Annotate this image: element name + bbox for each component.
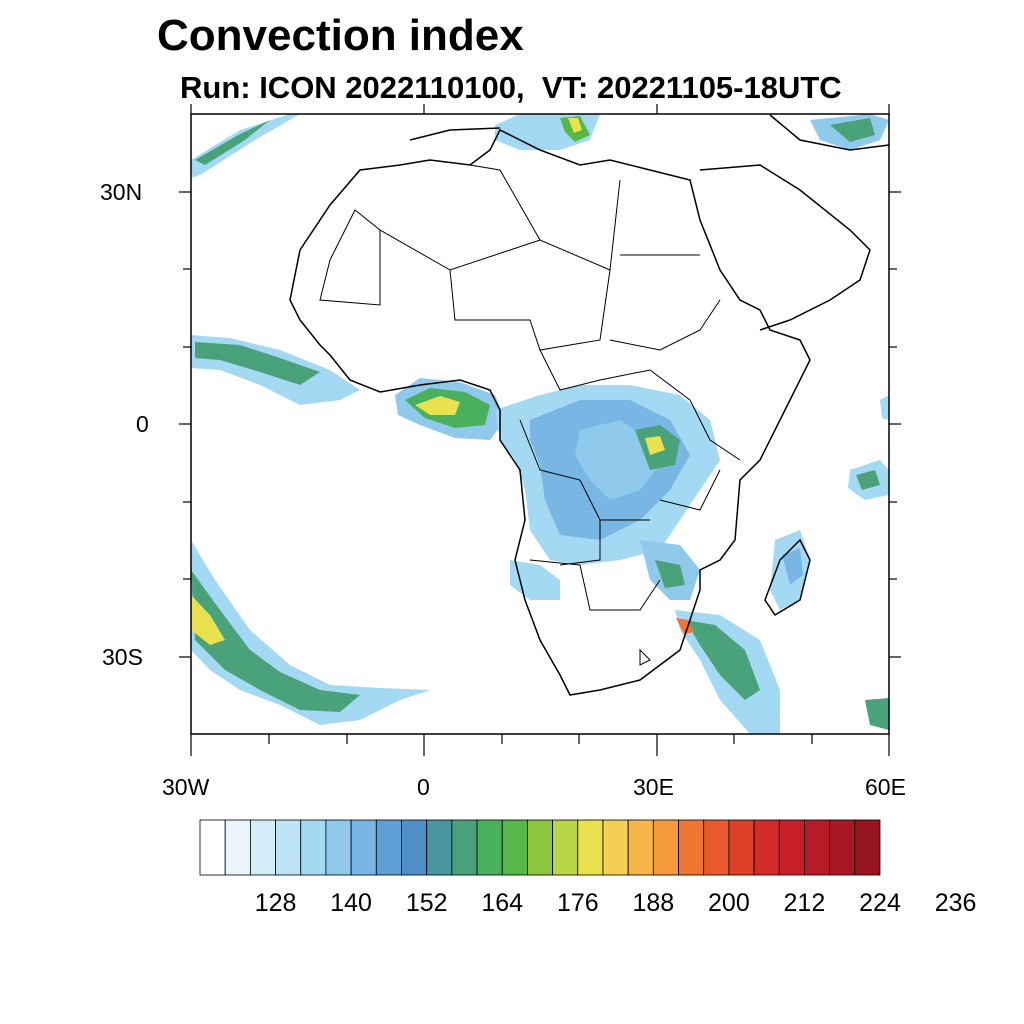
colorbar-swatch (501, 819, 528, 876)
lon-label-30e: 30E (633, 774, 674, 800)
colorbar-swatch (350, 819, 377, 876)
colorbar-swatch (804, 819, 831, 876)
colorbar-swatch (375, 819, 402, 876)
colorbar-swatch (426, 819, 453, 876)
colorbar-swatch (300, 819, 327, 876)
colorbar-swatch (829, 819, 856, 876)
map-subtitle: Run: ICON 2022110100, VT: 20221105-18UTC (180, 70, 842, 105)
map-content (191, 114, 889, 734)
lat-label-30n: 30N (100, 179, 143, 205)
axis-ticks (179, 104, 901, 756)
colorbar-swatch (652, 819, 679, 876)
colorbar-swatch (728, 819, 755, 876)
colorbar-swatch (577, 819, 604, 876)
map-title: Convection index (157, 11, 524, 60)
colorbar-swatch (401, 819, 428, 876)
colorbar-swatch (527, 819, 553, 876)
colorbar-swatch (678, 819, 705, 876)
colorbar-label: 224 (859, 889, 901, 917)
colorbar-swatch (275, 819, 302, 876)
colorbar-label: 128 (254, 889, 297, 917)
colorbar-swatch (451, 819, 478, 876)
colorbar-label: 140 (330, 889, 372, 917)
colorbar-swatch (325, 819, 352, 876)
country-borders (319, 164, 741, 666)
lon-label-30w: 30W (162, 774, 210, 800)
colorbar-label: 236 (934, 889, 977, 917)
colorbar-swatch (552, 819, 579, 876)
colorbar-swatch (249, 819, 276, 876)
colorbar-swatch (224, 819, 251, 876)
colorbar-swatch (753, 819, 780, 876)
colorbar-swatch (703, 819, 730, 876)
colorbar-swatch (778, 819, 805, 876)
colorbar-label: 176 (556, 889, 599, 917)
convection-field (191, 114, 889, 734)
colorbar-swatch (476, 819, 503, 876)
lon-label-60e: 60E (865, 774, 906, 800)
colorbar-label: 188 (632, 889, 675, 917)
colorbar-label: 164 (481, 889, 524, 917)
coastlines (289, 114, 889, 696)
lat-label-30s: 30S (102, 644, 143, 670)
colorbar-swatch (854, 819, 881, 876)
lat-label-0: 0 (136, 411, 149, 437)
colorbar (199, 819, 881, 876)
colorbar-label: 200 (708, 889, 750, 917)
lon-label-0: 0 (417, 774, 430, 800)
colorbar-swatch (602, 819, 629, 876)
colorbar-label: 212 (783, 889, 826, 917)
colorbar-swatch (627, 819, 654, 876)
colorbar-swatch (199, 819, 226, 876)
colorbar-label: 152 (405, 889, 448, 917)
